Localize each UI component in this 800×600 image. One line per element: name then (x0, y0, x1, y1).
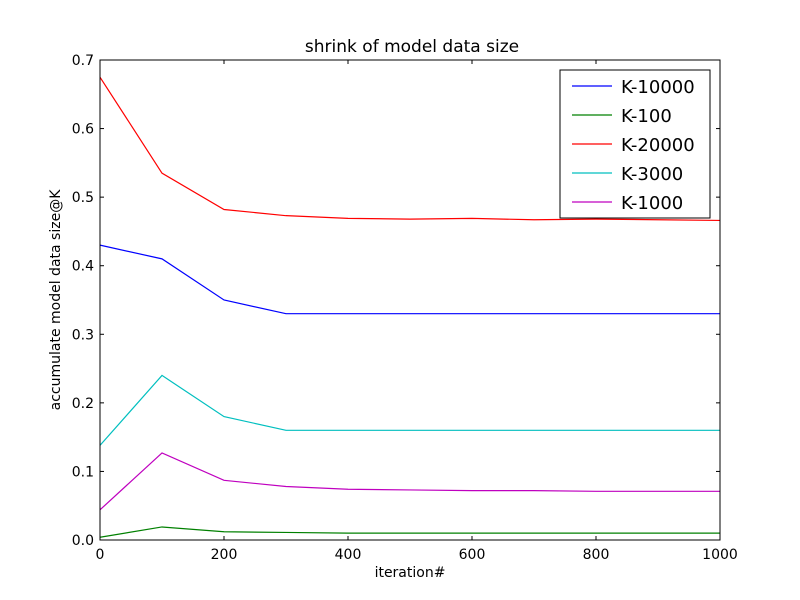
legend-label-k-20000: K-20000 (621, 135, 695, 156)
x-tick-label: 200 (211, 547, 238, 563)
legend-label-k-10000: K-10000 (621, 77, 695, 98)
x-axis-label: iteration# (375, 565, 446, 581)
y-tick-label: 0.4 (72, 259, 94, 275)
series-line-k-1000 (99, 452, 720, 511)
series-line-k-10000 (99, 244, 720, 315)
x-tick-label: 800 (583, 547, 610, 563)
y-tick-label: 0.2 (72, 396, 94, 412)
chart-title: shrink of model data size (305, 37, 519, 57)
series-line-k-100 (99, 526, 720, 538)
series-line-k-20000 (99, 76, 721, 222)
series-layer (99, 76, 721, 538)
legend-label-k-100: K-100 (621, 106, 672, 127)
x-tick-label: 600 (459, 547, 486, 563)
x-tick-label: 400 (335, 547, 362, 563)
legend-label-k-3000: K-3000 (621, 164, 683, 185)
y-tick-label: 0.5 (72, 190, 94, 206)
y-tick-label: 0.0 (72, 533, 94, 549)
y-tick-label: 0.3 (72, 327, 94, 343)
x-tick-label: 1000 (702, 547, 738, 563)
x-tick-label: 0 (96, 547, 105, 563)
y-tick-label: 0.7 (72, 53, 94, 69)
series-line-k-3000 (99, 374, 720, 446)
legend-label-k-1000: K-1000 (621, 193, 683, 214)
legend: K-10000 K-100 K-20000 K-3000 K-1000 (559, 69, 711, 219)
plot-frame (99, 59, 721, 541)
axes-layer: 0 200 400 600 800 1000 0.0 0.1 0.2 0.3 0.4 0.5 0.6 0.… (72, 53, 738, 563)
y-tick-label: 0.1 (72, 464, 94, 480)
y-tick-label: 0.6 (72, 122, 94, 138)
y-axis-label: accumulate model data size@K (48, 189, 64, 411)
